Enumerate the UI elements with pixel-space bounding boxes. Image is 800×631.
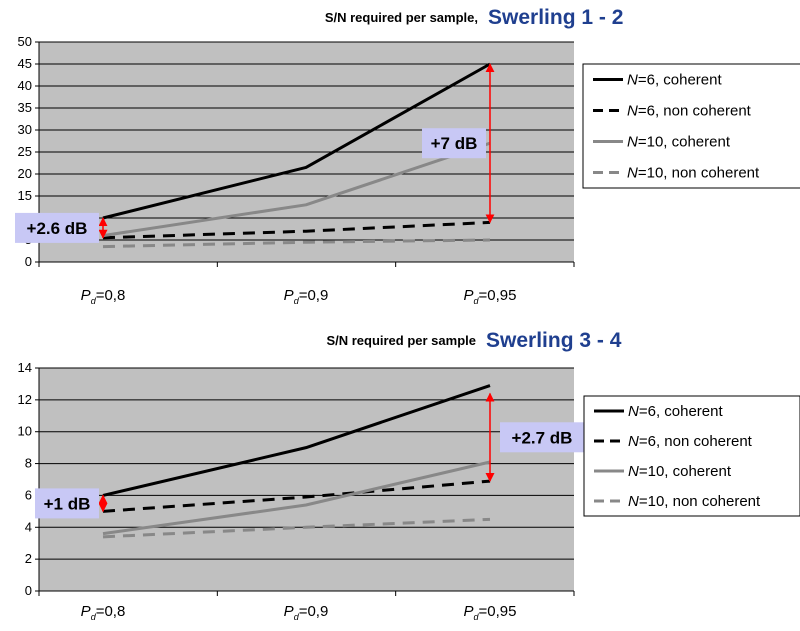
annotation-label: +1 dB xyxy=(44,494,91,513)
y-tick-label: 50 xyxy=(18,34,32,49)
x-tick-label: Pd=0,8 xyxy=(81,603,126,622)
y-tick-label: 25 xyxy=(18,144,32,159)
x-tick-label: Pd=0,9 xyxy=(284,287,329,306)
y-tick-label: 2 xyxy=(25,551,32,566)
chart-title-main: Swerling 1 - 2 xyxy=(488,6,623,29)
y-tick-label: 10 xyxy=(18,424,32,439)
x-tick-label: Pd=0,8 xyxy=(81,287,126,306)
y-tick-label: 12 xyxy=(18,392,32,407)
chart-2: S/N required per sample Swerling 3 - 4 0 2 4… xyxy=(18,329,800,622)
legend-entry: N=6, coherent xyxy=(628,403,723,420)
legend-entry: N=6, non coherent xyxy=(628,433,753,450)
y-tick-label: 14 xyxy=(18,360,32,375)
annotation-box xyxy=(35,488,99,519)
x-tick-label: Pd=0,9 xyxy=(284,603,329,622)
series-line-4 xyxy=(102,238,491,249)
annotation-label: +2.7 dB xyxy=(512,428,573,447)
legend xyxy=(583,395,800,517)
y-tick-label: 4 xyxy=(25,519,32,534)
y-tick-label: 35 xyxy=(18,100,32,115)
x-tick-label: Pd=0,95 xyxy=(464,603,517,622)
y-tick-label: 40 xyxy=(18,78,32,93)
chart-title-main: Swerling 3 - 4 xyxy=(486,329,622,352)
y-tick-label: 45 xyxy=(18,56,32,71)
legend-entry: N=10, coherent xyxy=(627,134,731,151)
y-tick-label: 6 xyxy=(25,487,32,502)
y-tick-label: 15 xyxy=(18,188,32,203)
legend-entry: N=10, non coherent xyxy=(628,493,761,510)
y-tick-label: 20 xyxy=(18,166,32,181)
annotation-box xyxy=(15,212,99,243)
annotation-label: +7 dB xyxy=(431,134,478,153)
y-tick-label: 0 xyxy=(25,254,32,269)
y-tick-label: 30 xyxy=(18,122,32,137)
chart-title-prefix: S/N required per sample, xyxy=(325,10,478,25)
annotation-box xyxy=(422,128,486,159)
annotation-box xyxy=(500,422,584,453)
legend-entry: N=6, coherent xyxy=(627,72,722,89)
series-line-2 xyxy=(102,479,491,513)
series-line-4 xyxy=(102,517,491,539)
series-line-2 xyxy=(102,220,491,240)
plot-area xyxy=(39,368,574,591)
y-tick-label: 8 xyxy=(25,456,32,471)
annotation-label: +2.6 dB xyxy=(27,219,88,238)
series-line-1 xyxy=(102,384,491,497)
legend xyxy=(582,63,800,189)
series-line-3 xyxy=(102,141,491,238)
x-tick-label: Pd=0,95 xyxy=(464,287,517,306)
y-tick-label: 0 xyxy=(25,583,32,598)
chart-1: S/N required per sample, Swerling 1 - 2 0 5… xyxy=(15,6,800,306)
series-line-1 xyxy=(102,62,491,220)
legend-entry: N=6, non coherent xyxy=(627,103,752,120)
legend-entry: N=10, coherent xyxy=(628,463,732,480)
chart-title-prefix: S/N required per sample xyxy=(326,333,476,348)
series-line-3 xyxy=(102,460,491,536)
legend-entry: N=10, non coherent xyxy=(627,165,760,182)
